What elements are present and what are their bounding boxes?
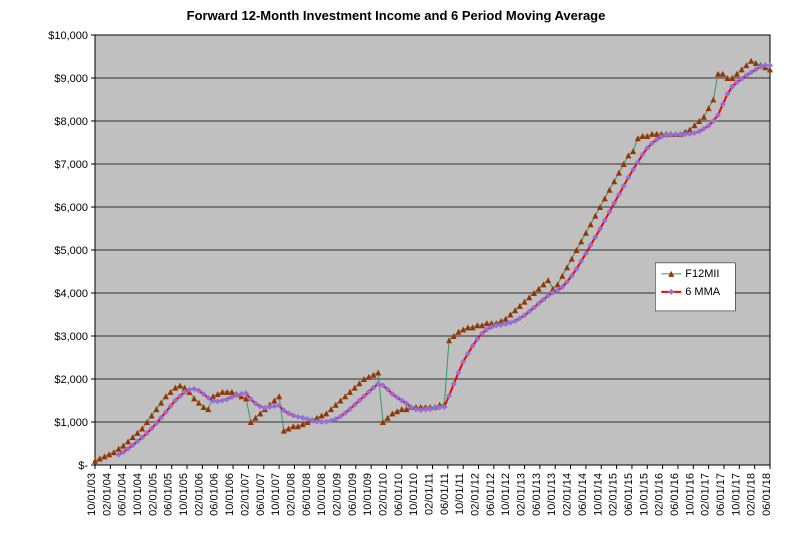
xtick-label: 02/01/10 [377, 473, 389, 516]
xtick-label: 10/01/03 [86, 473, 98, 516]
ytick-label: $2,000 [54, 374, 88, 386]
xtick-label: 06/01/15 [623, 473, 635, 516]
xtick-label: 06/01/16 [669, 473, 681, 516]
xtick-label: 06/01/10 [393, 473, 405, 516]
xtick-label: 10/01/04 [132, 473, 144, 516]
xtick-label: 02/01/12 [470, 473, 482, 516]
ytick-label: $1,000 [54, 417, 88, 429]
xtick-label: 10/01/11 [454, 473, 466, 515]
xtick-label: 02/01/08 [285, 473, 297, 516]
xtick-label: 06/01/07 [255, 473, 267, 516]
xtick-label: 10/01/05 [178, 473, 190, 516]
xtick-label: 10/01/14 [592, 473, 604, 516]
xtick-label: 02/01/06 [193, 473, 205, 516]
xtick-label: 10/01/07 [270, 473, 282, 516]
ytick-label: $7,000 [54, 159, 88, 171]
ytick-label: $10,000 [48, 30, 88, 42]
ytick-label: $5,000 [54, 245, 88, 257]
xtick-label: 06/01/13 [531, 473, 543, 516]
xtick-label: 06/01/04 [117, 473, 129, 516]
chart-container: Forward 12-Month Investment Income and 6… [0, 0, 792, 546]
xtick-label: 06/01/18 [761, 473, 773, 516]
xtick-label: 06/01/11 [439, 473, 451, 515]
xtick-label: 10/01/17 [730, 473, 742, 516]
ytick-label: $- [78, 460, 88, 472]
xtick-label: 10/01/08 [316, 473, 328, 516]
xtick-label: 10/01/12 [500, 473, 512, 516]
xtick-label: 02/01/15 [608, 473, 620, 516]
xtick-label: 06/01/06 [209, 473, 221, 516]
ytick-label: $9,000 [54, 73, 88, 85]
xtick-label: 10/01/10 [408, 473, 420, 516]
xtick-label: 10/01/06 [224, 473, 236, 516]
xtick-label: 02/01/18 [746, 473, 758, 516]
xtick-label: 10/01/13 [546, 473, 558, 516]
xtick-label: 10/01/09 [362, 473, 374, 516]
xtick-label: 02/01/11 [424, 473, 436, 515]
ytick-label: $8,000 [54, 116, 88, 128]
xtick-label: 02/01/16 [654, 473, 666, 516]
xtick-label: 06/01/05 [163, 473, 175, 516]
chart-svg: $- $1,000 $2,000 $3,000 $4,000 $5,000 $6,000 $7… [0, 0, 792, 546]
xtick-label: 02/01/09 [331, 473, 343, 516]
xtick-label: 02/01/13 [516, 473, 528, 516]
xtick-label: 02/01/07 [239, 473, 251, 516]
legend-label: F12MII [685, 268, 719, 280]
xtick-label: 02/01/04 [101, 473, 113, 516]
legend-label: 6 MMA [685, 286, 721, 298]
xtick-label: 10/01/15 [638, 473, 650, 516]
ytick-label: $6,000 [54, 202, 88, 214]
xtick-label: 06/01/17 [715, 473, 727, 516]
xtick-label: 06/01/08 [301, 473, 313, 516]
ytick-label: $4,000 [54, 288, 88, 300]
ytick-label: $3,000 [54, 331, 88, 343]
xtick-label: 02/01/14 [562, 473, 574, 516]
xtick-label: 02/01/05 [147, 473, 159, 516]
xtick-label: 06/01/12 [485, 473, 497, 516]
xtick-label: 10/01/16 [684, 473, 696, 516]
xtick-label: 06/01/14 [577, 473, 589, 516]
xtick-label: 02/01/17 [700, 473, 712, 516]
xtick-label: 06/01/09 [347, 473, 359, 516]
